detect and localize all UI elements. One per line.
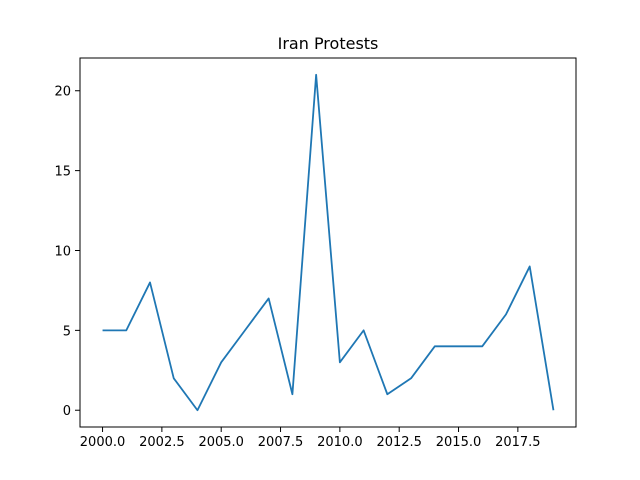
series-line-0	[102, 73, 555, 412]
x-tick-label: 2010.0	[317, 435, 363, 450]
x-axis: 2000.0 2002.5 2005.0 2007.5 2010.0 2012.5 2015…	[80, 427, 541, 450]
series-layer	[102, 73, 555, 412]
y-axis: 0 5 10 15 20	[54, 85, 80, 419]
x-tick-label: 2007.5	[258, 435, 304, 450]
y-tick-label: 5	[63, 324, 71, 339]
chart-title: Iran Protests	[278, 34, 379, 53]
x-tick-label: 2002.5	[139, 435, 185, 450]
y-tick-label: 15	[54, 165, 71, 180]
y-tick-label: 20	[54, 85, 71, 100]
x-tick-label: 2005.0	[198, 435, 244, 450]
plot-area-frame	[79, 57, 577, 428]
y-tick-label: 0	[63, 404, 71, 419]
x-tick-label: 2000.0	[80, 435, 126, 450]
x-tick-label: 2015.0	[436, 435, 482, 450]
y-tick-label: 10	[54, 244, 71, 259]
x-tick-label: 2017.5	[495, 435, 541, 450]
x-tick-label: 2012.5	[376, 435, 422, 450]
